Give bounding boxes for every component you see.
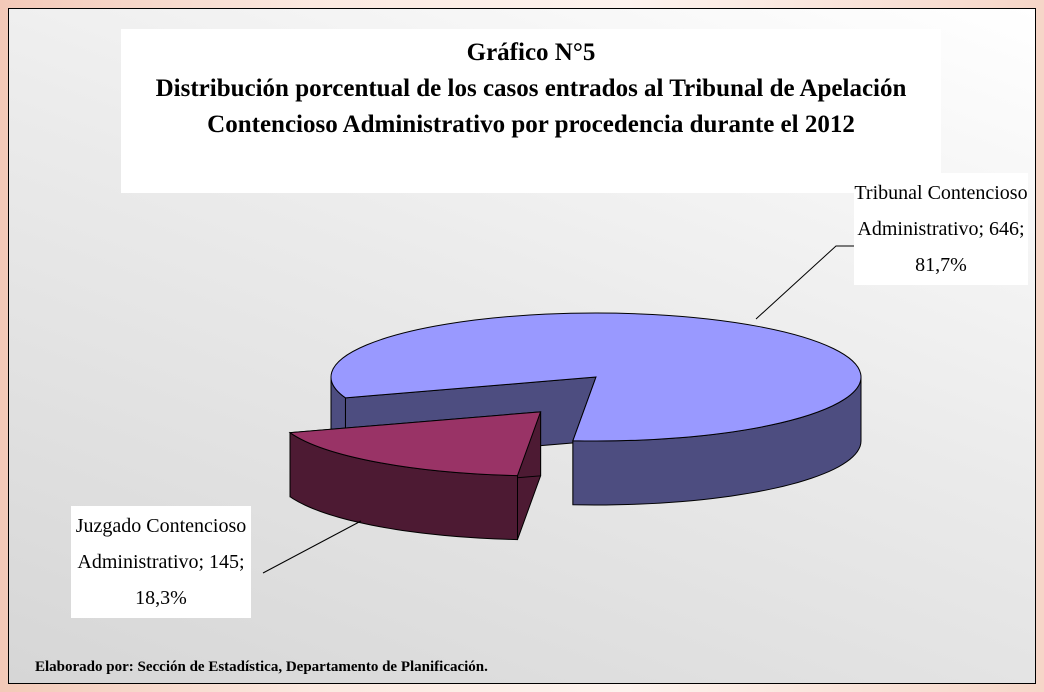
leader-line (755, 245, 856, 320)
data-label: Tribunal Contencioso Administrativo; 646… (854, 173, 1028, 285)
chart-panel: Gráfico N°5 Distribución porcentual de l… (8, 8, 1036, 684)
leader-line (262, 520, 362, 574)
source-note: Elaborado por: Sección de Estadística, D… (35, 659, 488, 675)
data-label: Juzgado Contencioso Administrativo; 145;… (71, 506, 251, 618)
chart-subtitle: Distribución porcentual de los casos ent… (155, 75, 907, 138)
chart-title: Gráfico N°5 (466, 39, 596, 66)
pie-slice (330, 312, 862, 442)
pie-slice (288, 411, 542, 477)
pie (288, 312, 862, 541)
title-box: Gráfico N°5 Distribución porcentual de l… (121, 29, 941, 193)
chart (262, 245, 862, 574)
